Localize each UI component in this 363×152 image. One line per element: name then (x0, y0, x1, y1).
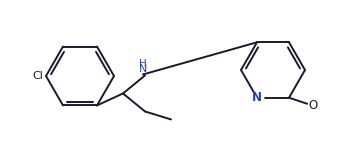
Text: H: H (139, 59, 147, 69)
Text: N: N (252, 91, 262, 104)
Text: Cl: Cl (32, 71, 43, 81)
Text: N: N (139, 64, 147, 74)
Text: O: O (309, 99, 318, 112)
